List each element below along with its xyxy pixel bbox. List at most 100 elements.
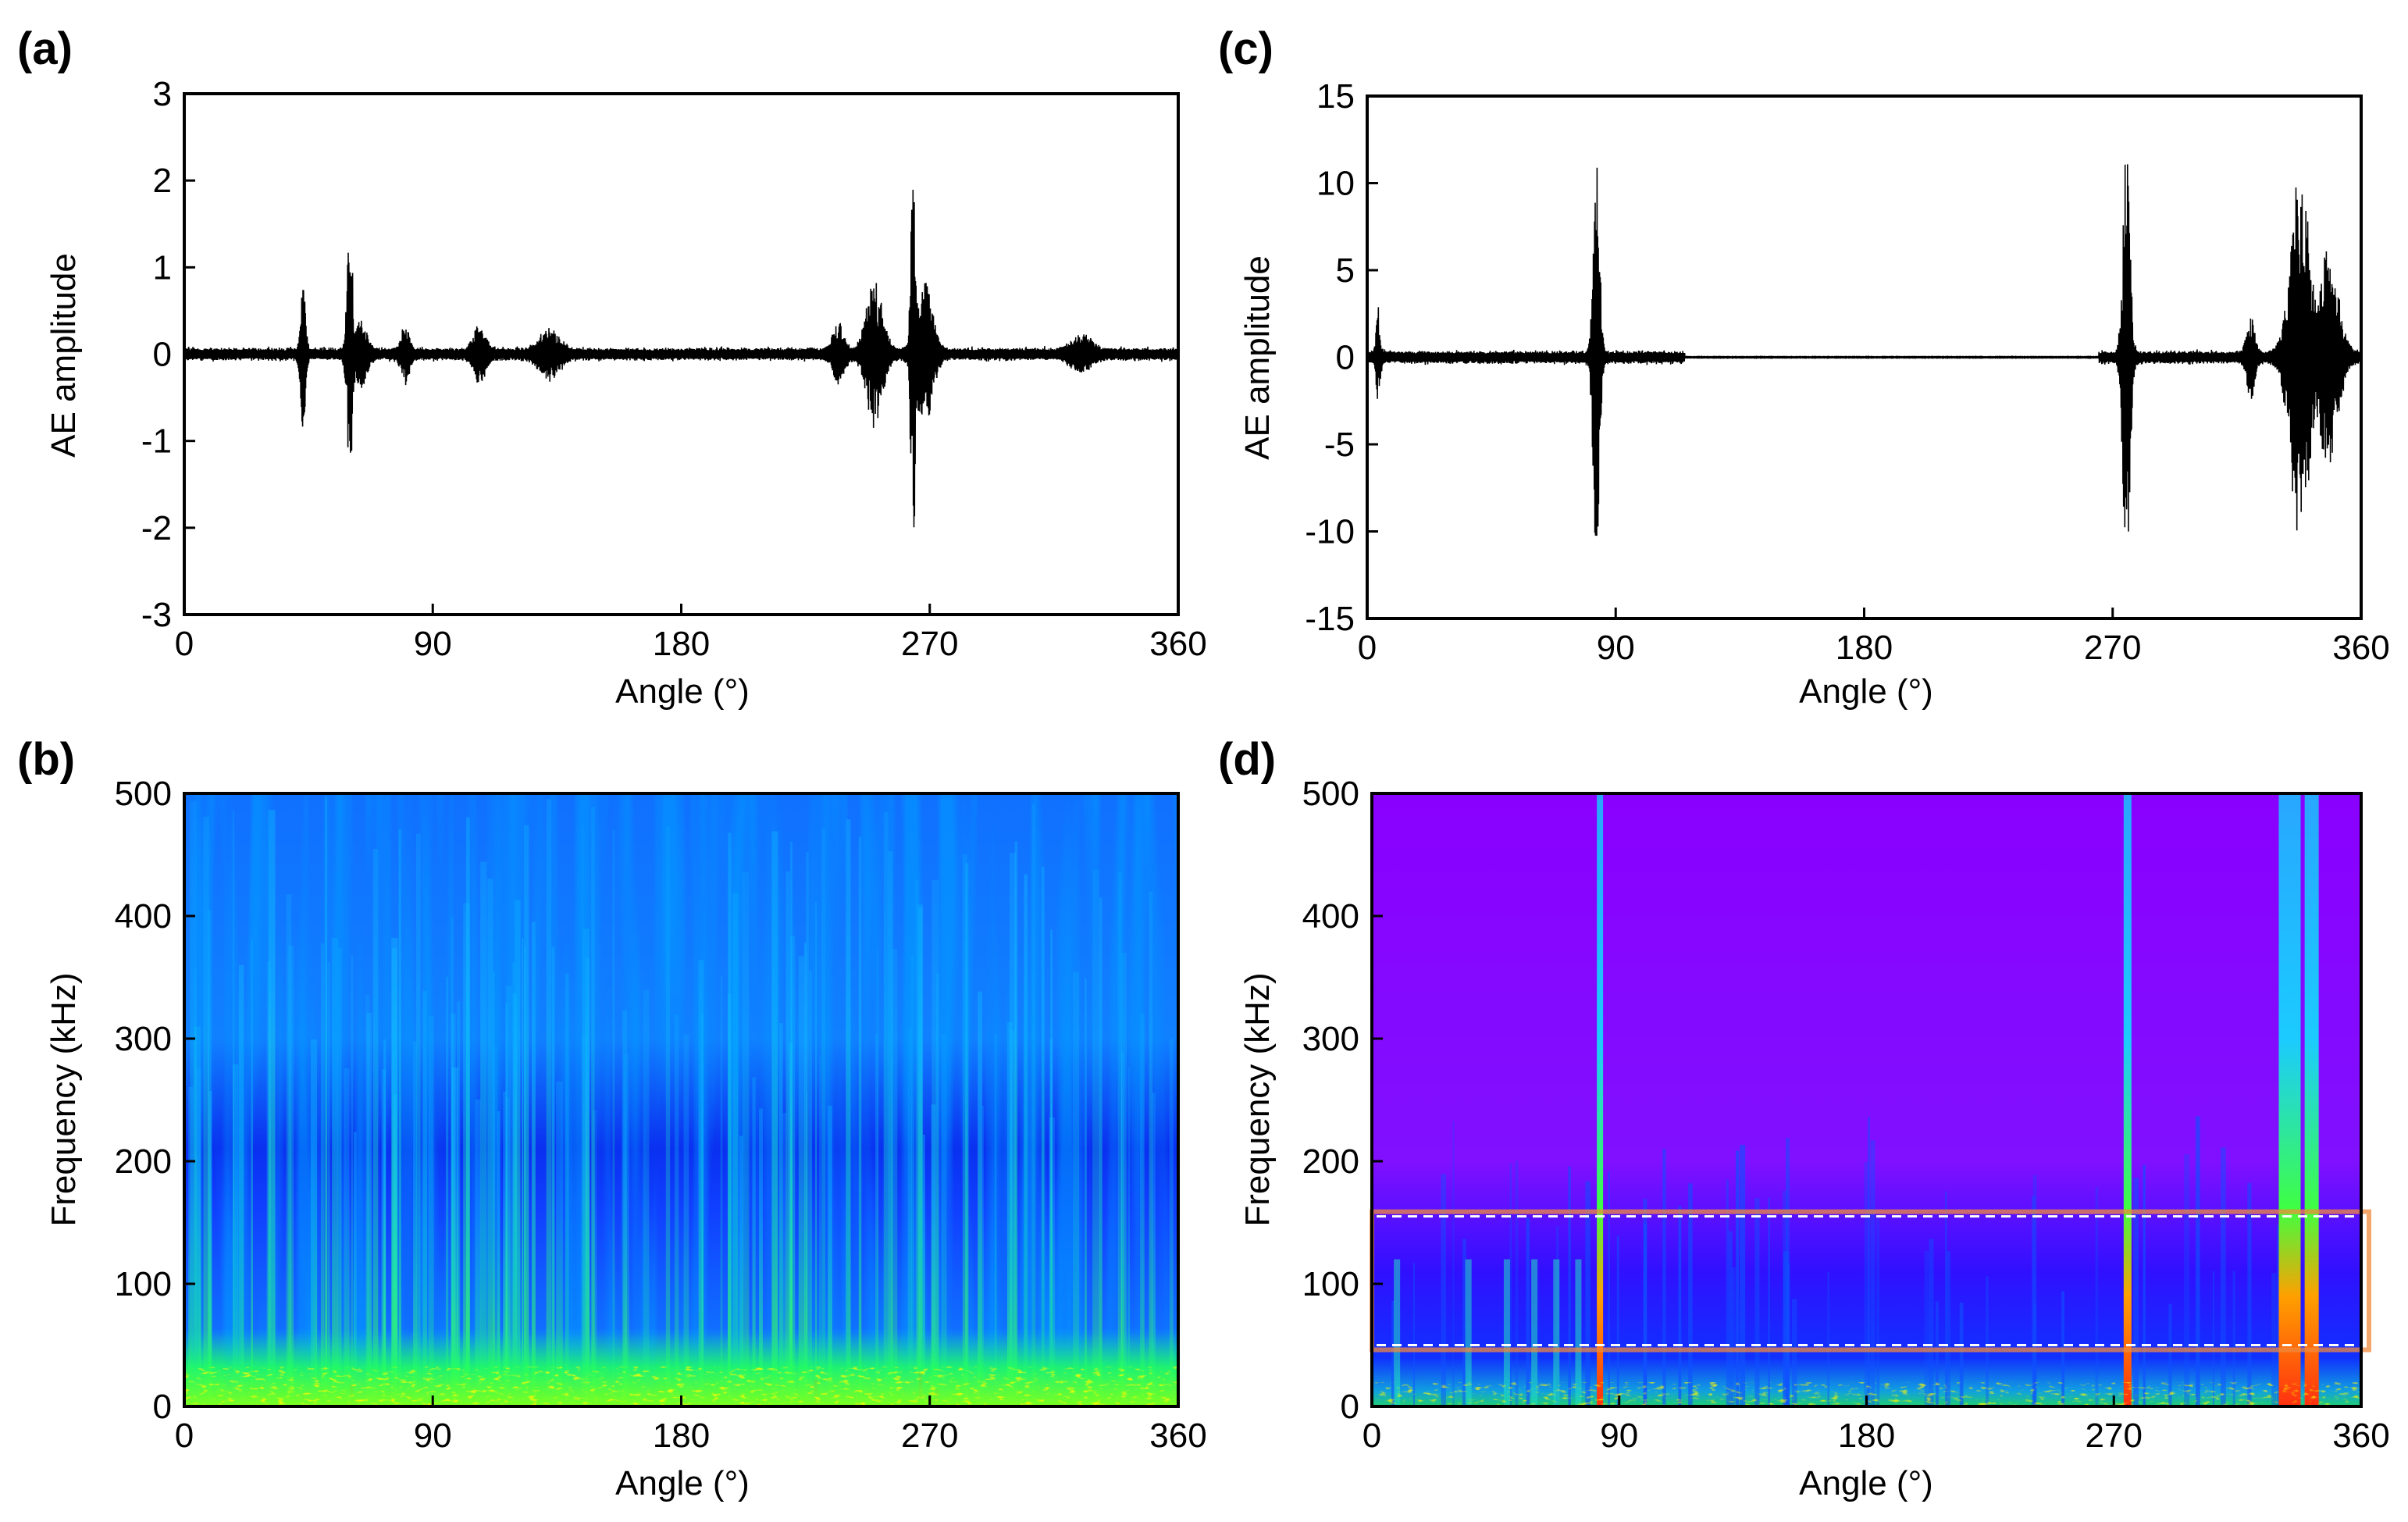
x-tick-label-c: 180 [1836, 629, 1893, 667]
spectrogram-streak-d [1616, 1235, 1619, 1406]
panel-label-d: (d) [1218, 734, 1276, 785]
x-axis-label-b: Angle (°) [615, 1464, 750, 1502]
spectrogram-streak-d [1924, 1250, 1929, 1406]
x-tick-label-d: 270 [2086, 1417, 2143, 1455]
spectrogram-streak-d [1553, 1259, 1560, 1406]
spectrogram-hot-column-d [2278, 793, 2301, 1406]
spectrogram-streak-d [1864, 1161, 1869, 1406]
panel-b: (b) 0 100 200 300 400 500 0 90 180 270 360 Angle … [17, 734, 1207, 1502]
spectrogram-streak-d [1412, 1263, 1416, 1406]
spectrogram-streak-d [1728, 1231, 1733, 1406]
x-axis-c: 0 90 180 270 360 [1358, 608, 2390, 667]
x-axis-b: 0 90 180 270 360 [175, 1395, 1207, 1455]
spectrogram-streak-d [1531, 1259, 1538, 1406]
spectrogram-b-texture [184, 793, 1178, 1406]
y-axis-label-c: AE amplitude [1238, 255, 1277, 460]
y-tick-label-d: 500 [1302, 775, 1359, 813]
spectrogram-streak-d [1503, 1259, 1510, 1406]
y-tick-label-b: 0 [153, 1388, 172, 1426]
spectrogram-streak-d [1827, 1271, 1829, 1406]
y-axis-a: -3 -2 -1 0 1 2 3 [141, 75, 195, 634]
y-tick-label-d: 0 [1341, 1388, 1359, 1426]
spectrogram-streak-d [1876, 1217, 1880, 1406]
spectrogram-streak-d [1929, 1239, 1934, 1406]
x-axis-label-a: Angle (°) [615, 672, 750, 711]
panel-label-c: (c) [1218, 23, 1273, 74]
spectrogram-streak-d [2033, 1303, 2036, 1406]
x-tick-label-a: 180 [653, 625, 710, 663]
spectrogram-streak-d [2271, 1273, 2277, 1406]
x-tick-label-c: 270 [2084, 629, 2141, 667]
spectrogram-streak-d [1731, 1267, 1736, 1406]
y-axis-label-d: Frequency (kHz) [1238, 972, 1277, 1226]
spectrogram-streak-d [2212, 1271, 2214, 1406]
y-tick-label-b: 500 [115, 775, 172, 813]
spectrogram-streak-d [2232, 1271, 2235, 1406]
y-tick-label-b: 100 [115, 1265, 172, 1303]
x-tick-label-b: 90 [414, 1417, 452, 1455]
spectrogram-streak-d [2196, 1116, 2200, 1406]
x-tick-label-a: 0 [175, 625, 194, 663]
x-tick-label-b: 270 [901, 1417, 958, 1455]
y-tick-label-a: 0 [153, 336, 172, 374]
spectrogram-streak-d [2133, 1178, 2139, 1406]
spectrogram-streak-d [1791, 1299, 1797, 1406]
x-axis-label-d: Angle (°) [1799, 1464, 1933, 1502]
x-tick-label-d: 180 [1838, 1417, 1895, 1455]
panel-d: (d) 0 100 200 300 400 500 0 90 180 270 360 Angle … [1218, 734, 2390, 1502]
spectrogram-streak-d [1986, 1276, 1989, 1406]
spectrogram-streak-d [2095, 1186, 2099, 1406]
spectrogram-streak-d [2032, 1174, 2037, 1406]
y-tick-label-c: 10 [1316, 165, 1355, 203]
y-tick-label-a: -2 [141, 509, 172, 547]
spectrogram-streak-d [1465, 1259, 1472, 1406]
x-axis-d: 0 90 180 270 360 [1363, 1395, 2390, 1455]
spectrogram-streak-d [1783, 1190, 1787, 1406]
y-tick-label-c: -10 [1305, 513, 1355, 551]
spectrogram-streak-d [1643, 1199, 1647, 1406]
x-tick-label-c: 0 [1358, 629, 1377, 667]
spectrogram-d-streaks [1391, 793, 2319, 1406]
y-tick-label-d: 200 [1302, 1142, 1359, 1181]
spectrogram-streak-d [1870, 1140, 1875, 1406]
x-tick-label-c: 360 [2332, 629, 2389, 667]
y-tick-label-a: -3 [141, 596, 172, 634]
waveform-c [1367, 164, 2361, 536]
spectrogram-streak-d [1867, 1117, 1871, 1406]
x-tick-label-a: 90 [414, 625, 452, 663]
spectrogram-hot-column-d [1597, 793, 1604, 1406]
spectrogram-streak-d [1740, 1144, 1746, 1406]
spectrogram-streak-d [1462, 1239, 1466, 1406]
y-tick-label-c: 15 [1316, 77, 1355, 116]
spectrogram-d [1372, 793, 2361, 1406]
spectrogram-streak-d [2221, 1147, 2226, 1406]
x-tick-label-a: 360 [1149, 625, 1206, 663]
x-tick-label-b: 0 [175, 1417, 194, 1455]
x-axis-a: 0 90 180 270 360 [175, 604, 1207, 663]
spectrogram-streak-d [1678, 1206, 1682, 1406]
spectrogram-streak-d [2143, 1164, 2146, 1406]
x-tick-label-b: 360 [1149, 1417, 1206, 1455]
spectrogram-streak-d [1526, 1217, 1530, 1406]
spectrogram-streak-d [2184, 1154, 2190, 1406]
spectrogram-hot-column-d [2304, 793, 2319, 1406]
y-tick-label-b: 300 [115, 1020, 172, 1058]
y-tick-label-a: 3 [153, 75, 172, 113]
spectrogram-streak-d [1945, 1191, 1947, 1406]
spectrogram-b [184, 793, 1178, 1406]
x-tick-label-a: 270 [901, 625, 958, 663]
spectrogram-streak-d [1736, 1150, 1740, 1406]
spectrogram-hot-column-d [2123, 793, 2132, 1406]
spectrogram-streak-d [1568, 1166, 1571, 1406]
spectrogram-streak-d [1515, 1160, 1519, 1406]
y-tick-label-a: 1 [153, 248, 172, 287]
panel-a: (a) -3 -2 -1 0 1 2 3 0 90 180 270 360 Angle (°) AE… [17, 23, 1207, 711]
y-axis-label-b: Frequency (kHz) [45, 972, 83, 1226]
x-tick-label-d: 90 [1600, 1417, 1638, 1455]
plot-area-c [1367, 164, 2361, 536]
panel-c: (c) -15 -10 -5 0 5 10 15 0 90 180 270 360 Angle (°… [1218, 23, 2390, 711]
y-axis-c: -15 -10 -5 0 5 10 15 [1305, 77, 1378, 638]
spectrogram-streak-d [2168, 1303, 2172, 1406]
spectrogram-streak-d [1935, 1301, 1939, 1406]
spectrogram-streak-d [1726, 1179, 1729, 1406]
